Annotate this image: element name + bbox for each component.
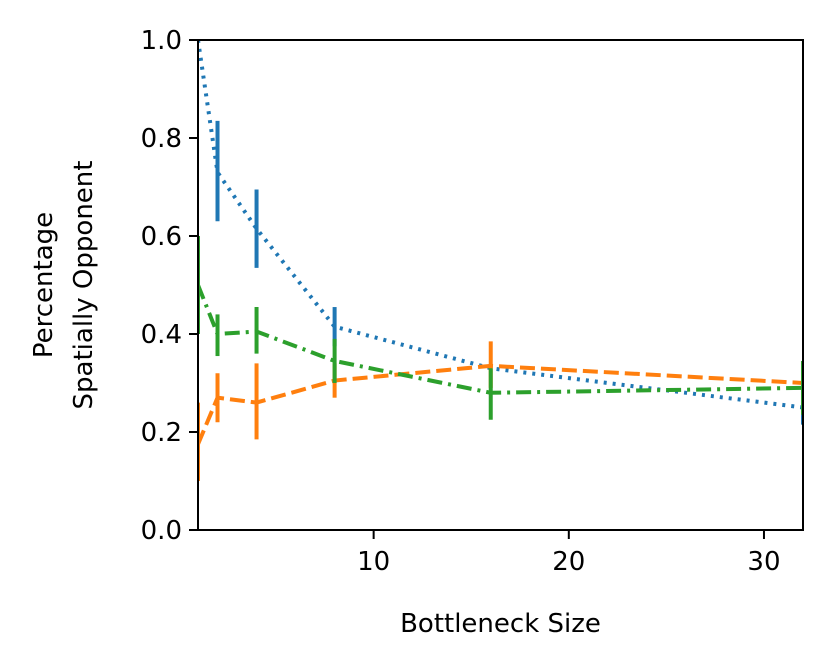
- ticks-layer: 10 20 30 0.0 0.2 0.4 0.6 0.8 1.0: [141, 26, 781, 577]
- y-tick-label: 0.8: [141, 124, 182, 154]
- series-line: [198, 363, 803, 446]
- y-tick-label: 0.4: [141, 320, 182, 350]
- y-axis-label-line1: Percentage: [29, 212, 59, 358]
- series-line: [198, 40, 803, 410]
- series-line: [198, 284, 803, 395]
- y-tick-label: 0.0: [141, 516, 182, 546]
- x-tick-label: 10: [357, 547, 390, 577]
- series-dashdot: [198, 236, 803, 420]
- x-axis-label: Bottleneck Size: [400, 609, 601, 639]
- x-tick-label: 30: [747, 547, 780, 577]
- y-axis-label-line2: Spatially Opponent: [69, 161, 99, 410]
- series-layer: [198, 40, 803, 481]
- y-tick-label: 0.6: [141, 222, 182, 252]
- plot-frame: [197, 39, 804, 531]
- x-tick-label: 20: [552, 547, 585, 577]
- y-tick-label: 1.0: [141, 26, 182, 56]
- y-tick-label: 0.2: [141, 418, 182, 448]
